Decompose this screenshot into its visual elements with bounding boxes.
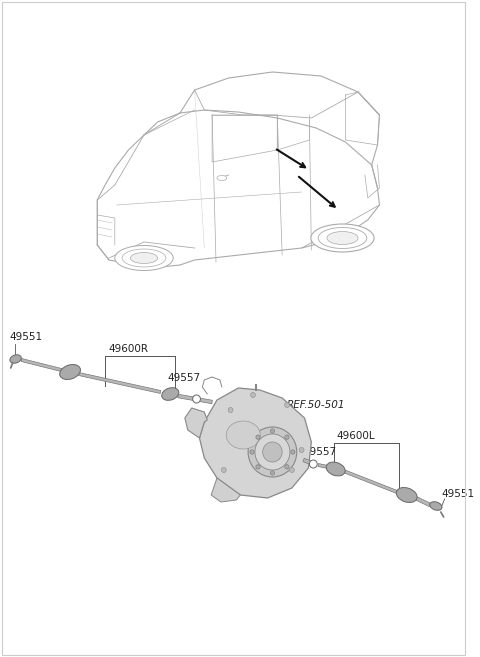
Polygon shape bbox=[79, 373, 161, 394]
Circle shape bbox=[248, 427, 297, 477]
Ellipse shape bbox=[430, 502, 442, 510]
Circle shape bbox=[251, 392, 255, 397]
Ellipse shape bbox=[10, 355, 21, 363]
Ellipse shape bbox=[217, 175, 227, 181]
Ellipse shape bbox=[162, 388, 179, 400]
Circle shape bbox=[285, 403, 289, 407]
Text: 49551: 49551 bbox=[10, 332, 43, 342]
Circle shape bbox=[255, 434, 290, 470]
Ellipse shape bbox=[327, 231, 358, 244]
Circle shape bbox=[270, 429, 275, 433]
Circle shape bbox=[256, 464, 260, 469]
Polygon shape bbox=[415, 497, 431, 507]
Circle shape bbox=[270, 471, 275, 475]
Circle shape bbox=[291, 450, 295, 454]
Polygon shape bbox=[21, 359, 61, 371]
Circle shape bbox=[289, 468, 294, 472]
Circle shape bbox=[250, 450, 254, 454]
Ellipse shape bbox=[311, 224, 374, 252]
Circle shape bbox=[221, 468, 226, 472]
Polygon shape bbox=[185, 408, 207, 438]
Circle shape bbox=[256, 435, 260, 440]
Circle shape bbox=[285, 464, 289, 469]
Circle shape bbox=[310, 460, 317, 468]
Circle shape bbox=[299, 447, 304, 453]
Polygon shape bbox=[211, 478, 240, 502]
Polygon shape bbox=[318, 464, 328, 468]
Text: REF.50-501: REF.50-501 bbox=[287, 400, 346, 410]
Ellipse shape bbox=[60, 365, 81, 380]
Text: 49557: 49557 bbox=[168, 373, 201, 383]
Polygon shape bbox=[200, 388, 312, 498]
Text: 49551: 49551 bbox=[442, 489, 475, 499]
Ellipse shape bbox=[318, 227, 367, 248]
Circle shape bbox=[228, 407, 233, 413]
Text: 49600R: 49600R bbox=[108, 344, 148, 354]
Ellipse shape bbox=[396, 487, 417, 503]
Ellipse shape bbox=[122, 249, 166, 267]
Ellipse shape bbox=[131, 252, 157, 263]
Ellipse shape bbox=[326, 462, 345, 476]
Circle shape bbox=[192, 395, 201, 403]
Text: 49600L: 49600L bbox=[336, 431, 375, 441]
Polygon shape bbox=[178, 394, 212, 403]
Ellipse shape bbox=[115, 246, 173, 271]
Circle shape bbox=[263, 442, 282, 462]
Text: 49557: 49557 bbox=[303, 447, 336, 457]
Polygon shape bbox=[343, 470, 397, 493]
Polygon shape bbox=[303, 459, 312, 464]
Circle shape bbox=[285, 435, 289, 440]
Ellipse shape bbox=[226, 421, 260, 449]
